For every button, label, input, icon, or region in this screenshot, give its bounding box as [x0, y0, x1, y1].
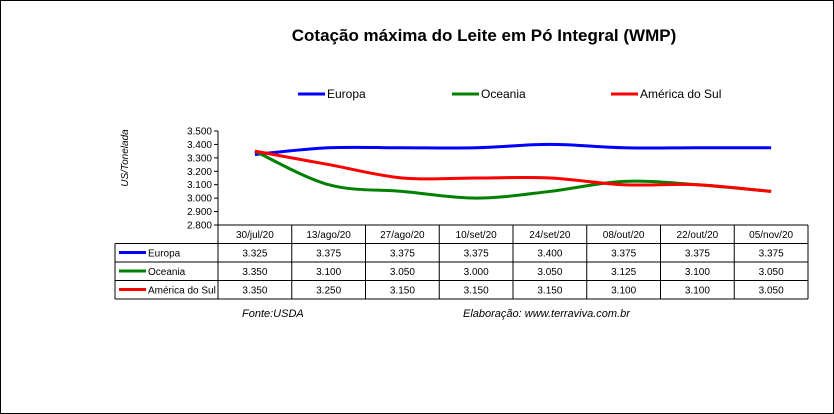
- y-tick-label: 3.100: [187, 180, 212, 191]
- data-label: 3.100: [685, 286, 710, 297]
- data-label: 3.100: [316, 267, 341, 278]
- y-axis-label: US/Tonelada: [120, 129, 131, 187]
- data-label: 3.375: [316, 249, 341, 260]
- data-label: 3.375: [464, 249, 489, 260]
- data-label: 3.000: [464, 267, 489, 278]
- data-label: 3.125: [611, 267, 636, 278]
- y-tick-label: 3.400: [187, 140, 212, 151]
- x-tick-label: 13/ago/20: [306, 230, 351, 241]
- x-tick-label: 30/jul/20: [236, 230, 274, 241]
- data-label: 3.100: [685, 267, 710, 278]
- legend-label-europa: Europa: [327, 87, 366, 101]
- data-label: 3.350: [242, 286, 267, 297]
- legend: Europa Oceania América do Sul: [298, 87, 721, 101]
- data-label: 3.100: [611, 286, 636, 297]
- y-tick-label: 3.300: [187, 153, 212, 164]
- data-label: 3.050: [390, 267, 415, 278]
- x-tick-label: 10/set/20: [456, 230, 498, 241]
- y-tick-label: 3.000: [187, 194, 212, 205]
- data-table: 30/jul/20 13/ago/20 27/ago/20 10/set/20 24/s…: [114, 224, 809, 300]
- table-series-name: América do Sul: [148, 286, 216, 297]
- data-label: 3.050: [759, 286, 784, 297]
- x-tick-label: 27/ago/20: [380, 230, 425, 241]
- series-line: [254, 149, 772, 193]
- y-tick-label: 3.200: [187, 167, 212, 178]
- credit-note: Elaboração: www.terraviva.com.br: [463, 308, 631, 320]
- series-line: [254, 142, 772, 156]
- y-axis: 3.500 3.400 3.300 3.200 3.100 3.000 2.900 2.800: [187, 127, 219, 232]
- data-label: 3.050: [537, 267, 562, 278]
- y-tick-label: 2.800: [187, 221, 212, 232]
- data-label: 3.150: [537, 286, 562, 297]
- data-label: 3.375: [685, 249, 710, 260]
- x-tick-label: 24/set/20: [529, 230, 571, 241]
- table-series-name: Oceania: [148, 267, 186, 278]
- data-label: 3.150: [464, 286, 489, 297]
- source-note: Fonte:USDA: [242, 308, 304, 320]
- x-tick-label: 05/nov/20: [749, 230, 793, 241]
- chart-title: Cotação máxima do Leite em Pó Integral (…: [292, 26, 676, 45]
- legend-label-oceania: Oceania: [481, 87, 526, 101]
- data-label: 3.375: [759, 249, 784, 260]
- data-label: 3.150: [390, 286, 415, 297]
- y-tick-label: 2.900: [187, 207, 212, 218]
- data-label: 3.325: [242, 249, 267, 260]
- data-label: 3.250: [316, 286, 341, 297]
- data-label: 3.350: [242, 267, 267, 278]
- data-label: 3.050: [759, 267, 784, 278]
- series-line: [254, 149, 772, 200]
- data-label: 3.375: [390, 249, 415, 260]
- x-tick-label: 08/out/20: [603, 230, 645, 241]
- x-tick-label: 22/out/20: [677, 230, 719, 241]
- legend-label-america-do-sul: América do Sul: [640, 87, 721, 101]
- table-series-name: Europa: [148, 249, 181, 260]
- y-tick-label: 3.500: [187, 127, 212, 138]
- data-label: 3.400: [537, 249, 562, 260]
- data-label: 3.375: [611, 249, 636, 260]
- plot-area: [254, 142, 772, 200]
